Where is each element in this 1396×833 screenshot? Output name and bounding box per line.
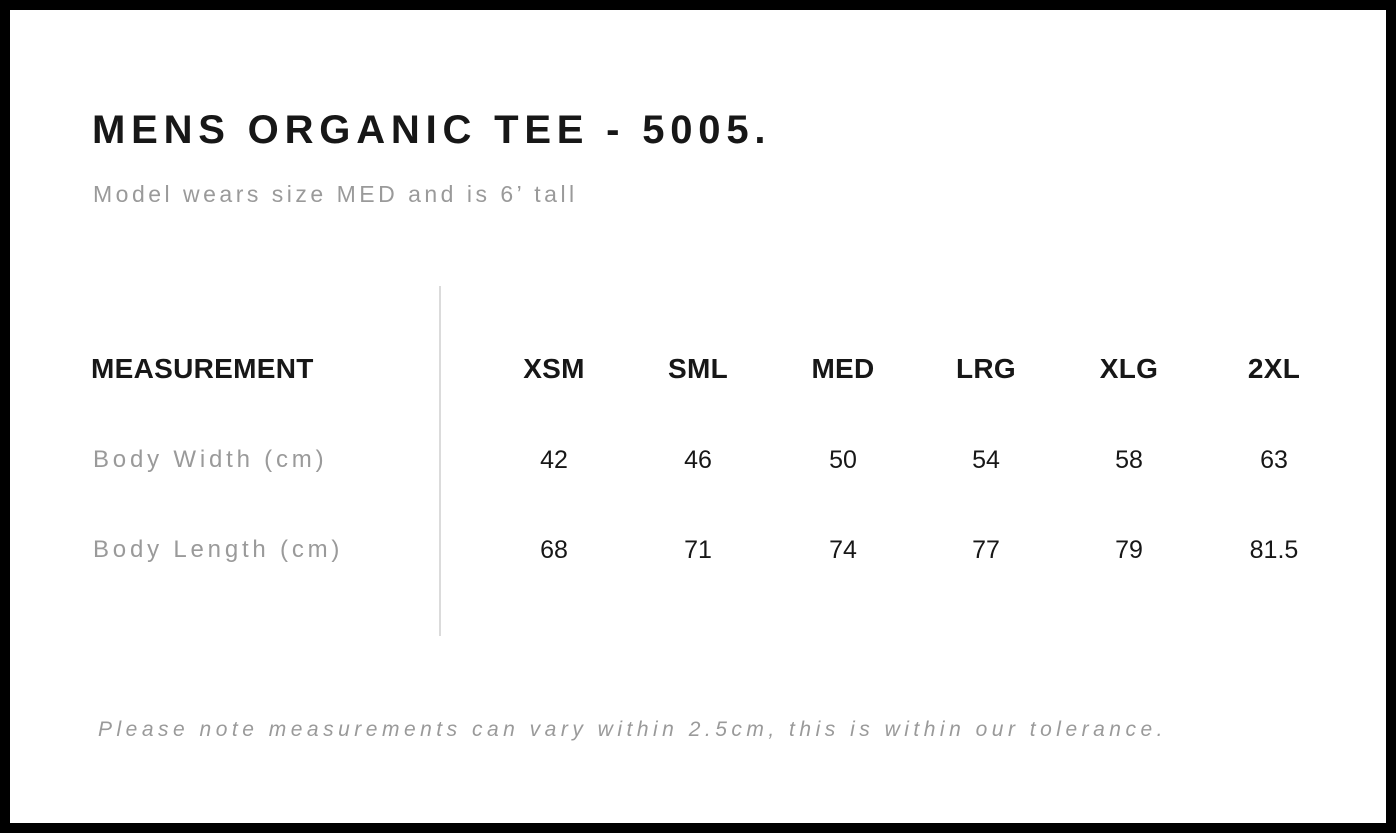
svg-text:Body Length (cm): Body Length (cm) [93, 536, 343, 563]
svg-text:81.5: 81.5 [1250, 536, 1299, 564]
svg-text:SML: SML [668, 353, 728, 384]
svg-text:46: 46 [684, 446, 712, 474]
svg-text:58: 58 [1115, 446, 1143, 474]
svg-text:71: 71 [684, 536, 712, 564]
svg-text:LRG: LRG [956, 353, 1016, 384]
svg-text:68: 68 [540, 536, 568, 564]
svg-text:MEASUREMENT: MEASUREMENT [91, 353, 314, 384]
svg-text:Body Width (cm): Body Width (cm) [93, 446, 327, 473]
svg-text:77: 77 [972, 536, 1000, 564]
svg-text:50: 50 [829, 446, 857, 474]
svg-text:Please note measurements can v: Please note measurements can vary within… [98, 718, 1167, 741]
svg-text:79: 79 [1115, 536, 1143, 564]
svg-text:2XL: 2XL [1248, 353, 1300, 384]
svg-text:54: 54 [972, 446, 1000, 474]
svg-text:XSM: XSM [523, 353, 585, 384]
svg-text:74: 74 [829, 536, 857, 564]
svg-text:Model wears size MED and is 6’: Model wears size MED and is 6’ tall [93, 181, 578, 207]
svg-text:63: 63 [1260, 446, 1288, 474]
svg-text:MED: MED [811, 353, 874, 384]
svg-text:MENS ORGANIC TEE - 5005.: MENS ORGANIC TEE - 5005. [92, 108, 771, 152]
svg-text:XLG: XLG [1100, 353, 1158, 384]
svg-text:42: 42 [540, 446, 568, 474]
